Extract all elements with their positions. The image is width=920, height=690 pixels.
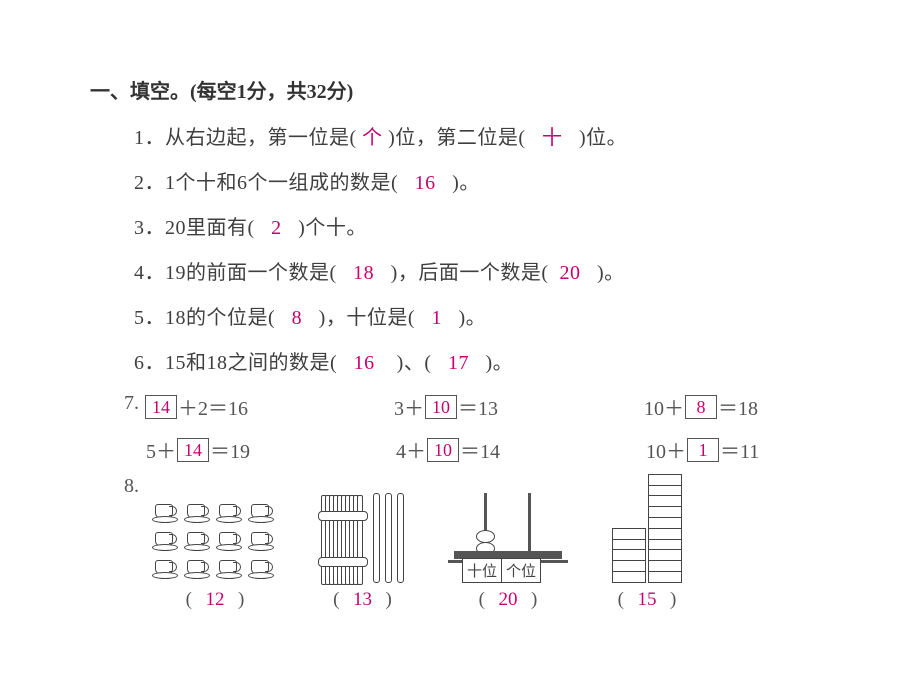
q4-prefix: 4．19的前面一个数是( [134, 262, 337, 284]
pic-sticks: ( 13 ) [321, 483, 404, 611]
q8-answer-2: 13 [349, 589, 376, 610]
eq-pref: 10＋ [644, 392, 684, 421]
q4-answer-1: 18 [353, 262, 374, 284]
question-8: 8. ( 12 ) ( 13 ) [124, 470, 865, 611]
q6-prefix: 6．15和18之间的数是( [134, 352, 337, 374]
eq-rest: ＝14 [460, 435, 500, 464]
boxed-answer: 1 [687, 438, 719, 462]
question-3: 3．20里面有( 2 )个十。 [134, 212, 865, 244]
boxed-answer: 10 [427, 438, 459, 462]
q4-answer-2: 20 [560, 262, 581, 284]
eq-rest: ＝11 [720, 435, 759, 464]
q1-suffix: )位。 [579, 127, 627, 149]
eq-pref: 3＋ [394, 392, 424, 421]
eq-rest: ＋2＝16 [178, 392, 248, 421]
blocks-icon [612, 470, 682, 583]
question-2: 2．1个十和6个一组成的数是( 16 )。 [134, 167, 865, 199]
q6-suffix: )。 [486, 352, 514, 374]
pic-abacus: 十位 个位 ( 20 ) [448, 483, 568, 611]
boxed-answer: 14 [177, 438, 209, 462]
eq-5: 4＋ 10 ＝14 [396, 435, 646, 464]
q4-mid: )，后面一个数是( [391, 262, 549, 284]
q7-label: 7. [124, 392, 139, 421]
pic-cups: ( 12 ) [153, 502, 277, 611]
q5-mid: )，十位是( [319, 307, 415, 329]
caption: ( 12 ) [186, 589, 245, 611]
worksheet-page: 一、填空。(每空1分，共32分) 1．从右边起，第一位是( 个 )位，第二位是(… [0, 0, 920, 611]
eq-4: 5＋ 14 ＝19 [146, 435, 396, 464]
eq-2: 3＋ 10 ＝13 [394, 392, 644, 421]
q1-mid: )位，第二位是( [388, 127, 525, 149]
section-heading: 一、填空。(每空1分，共32分) [90, 75, 865, 104]
q2-answer: 16 [415, 172, 436, 194]
q4-suffix: )。 [597, 262, 625, 284]
eq-rest: ＝19 [210, 435, 250, 464]
q6-answer-1: 16 [354, 352, 375, 374]
q5-answer-2: 1 [432, 307, 443, 329]
cups-icon [153, 502, 277, 583]
caption: ( 13 ) [333, 589, 392, 611]
question-4: 4．19的前面一个数是( 18 )，后面一个数是( 20 )。 [134, 257, 865, 289]
q8-answer-1: 12 [202, 589, 229, 610]
q5-prefix: 5．18的个位是( [134, 307, 275, 329]
q3-suffix: )个十。 [298, 217, 367, 239]
q2-prefix: 2．1个十和6个一组成的数是( [134, 172, 398, 194]
q1-answer-2: 十 [542, 127, 563, 149]
q1-prefix: 1．从右边起，第一位是( [134, 127, 357, 149]
q3-answer: 2 [271, 217, 282, 239]
q8-answer-4: 15 [634, 589, 661, 610]
eq-pref: 5＋ [146, 435, 176, 464]
eq-pref: 4＋ [396, 435, 426, 464]
caption: ( 20 ) [479, 589, 538, 611]
question-5: 5．18的个位是( 8 )，十位是( 1 )。 [134, 302, 865, 334]
eq-rest: ＝13 [458, 392, 498, 421]
pic-blocks: ( 15 ) [612, 470, 682, 611]
sticks-icon [321, 483, 404, 583]
q6-answer-2: 17 [448, 352, 469, 374]
eq-3: 10＋ 8 ＝18 [644, 392, 758, 421]
q1-answer-1: 个 [362, 127, 383, 149]
boxed-answer: 8 [685, 395, 717, 419]
eq-6: 10＋ 1 ＝11 [646, 435, 759, 464]
q5-answer-1: 8 [292, 307, 303, 329]
abacus-tens-label: 十位 [462, 558, 502, 583]
q8-answer-3: 20 [495, 589, 522, 610]
eq-pref: 10＋ [646, 435, 686, 464]
question-6: 6．15和18之间的数是( 16 )、( 17 )。 [134, 347, 865, 379]
caption: ( 15 ) [618, 589, 677, 611]
question-1: 1．从右边起，第一位是( 个 )位，第二位是( 十 )位。 [134, 122, 865, 154]
q6-mid: )、( [397, 352, 432, 374]
eq-rest: ＝18 [718, 392, 758, 421]
q8-label: 8. [124, 475, 139, 498]
abacus-ones-label: 个位 [502, 558, 541, 583]
eq-1: 14 ＋2＝16 [144, 392, 394, 421]
q5-suffix: )。 [459, 307, 487, 329]
question-7-row-1: 7. 14 ＋2＝16 3＋ 10 ＝13 10＋ 8 ＝18 [124, 392, 865, 421]
q2-suffix: )。 [452, 172, 480, 194]
boxed-answer: 14 [145, 395, 177, 419]
question-7-row-2: 5＋ 14 ＝19 4＋ 10 ＝14 10＋ 1 ＝11 [124, 435, 865, 464]
abacus-icon: 十位 个位 [448, 483, 568, 583]
boxed-answer: 10 [425, 395, 457, 419]
q3-prefix: 3．20里面有( [134, 217, 255, 239]
